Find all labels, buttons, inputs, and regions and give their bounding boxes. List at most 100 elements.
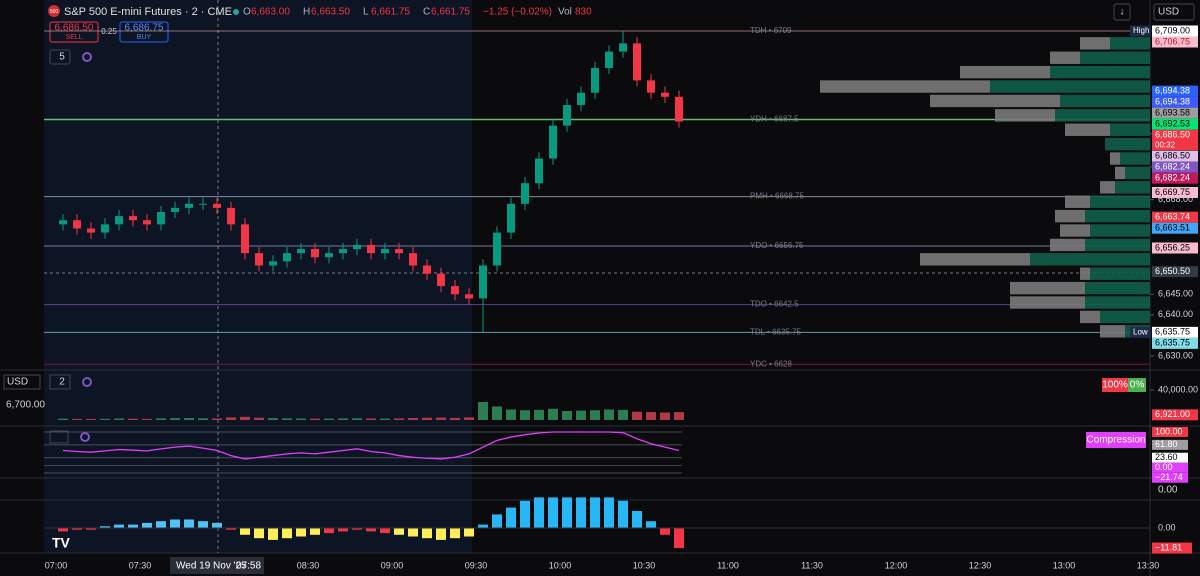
oscillator-label-box (1152, 427, 1188, 437)
profile-up (1110, 123, 1150, 136)
histogram-bar (646, 521, 656, 528)
crosshair-date: Wed 19 Nov '25 (176, 561, 247, 572)
profile-up (1090, 195, 1150, 208)
volume-count-box[interactable] (49, 374, 71, 390)
y-tick-label: 6,668.00 (1158, 194, 1193, 204)
download-button[interactable] (1113, 3, 1131, 21)
histogram-bar (394, 528, 404, 535)
indicators-toggle[interactable] (49, 49, 71, 65)
symbol-title[interactable]: S&P 500 E-mini Futures · 2 · CME (64, 6, 232, 18)
price-tag-box (1130, 326, 1151, 338)
profile-down (1080, 267, 1090, 280)
candle-body (451, 286, 459, 295)
profile-up (1090, 224, 1150, 237)
compression-badge (1086, 432, 1146, 448)
profile-down (1010, 281, 1085, 295)
time-label: 12:00 (885, 560, 908, 570)
currency-button[interactable] (1153, 3, 1195, 21)
volume-bar (324, 418, 334, 420)
volume-bar (212, 418, 222, 420)
time-label: 11:30 (801, 560, 823, 570)
time-label: 13:00 (1053, 560, 1076, 570)
profile-up (1120, 152, 1150, 165)
profile-up (1060, 94, 1150, 108)
middle-pane-label: 0.00 (1158, 485, 1178, 496)
candle-body (283, 253, 291, 262)
buy-label: BUY (137, 34, 152, 41)
price-label-box (1152, 326, 1198, 338)
candle-body (577, 92, 585, 106)
symbol-icon-text: 500 (50, 9, 59, 15)
volume-count: 2 (59, 377, 65, 388)
histogram-bar (548, 497, 558, 528)
histogram-bar (590, 497, 600, 528)
price-label-box (1152, 107, 1198, 119)
y-tick-label: 6,640.00 (1158, 309, 1193, 319)
volume-bar (114, 418, 124, 420)
candle-body (381, 249, 389, 254)
candle-body (227, 207, 235, 225)
candle-body (269, 261, 277, 266)
candle-body (241, 224, 249, 254)
ohlc-key: C (423, 7, 430, 18)
profile-down (1060, 224, 1090, 237)
volume-currency-box[interactable] (3, 374, 41, 390)
histogram-bar (520, 500, 530, 528)
crosshair-time: 07:58 (236, 561, 261, 572)
profile-up (1085, 238, 1150, 252)
price-label: 6,694.38 (1155, 97, 1190, 107)
histogram-bar (604, 497, 614, 528)
indicator-icon[interactable] (82, 52, 92, 62)
volume-bar (240, 416, 250, 420)
price-label: 6,656.25 (1155, 242, 1190, 252)
volume-bar (156, 418, 166, 420)
candle-body (129, 216, 137, 221)
profile-up (990, 80, 1150, 93)
profile-up (1030, 253, 1150, 266)
price-label-box (1152, 337, 1198, 349)
volume-bar (576, 410, 586, 420)
oscillator-toggle[interactable] (49, 430, 69, 444)
profile-up (1085, 296, 1150, 309)
volume-bar (436, 417, 446, 420)
buy-button[interactable] (119, 21, 169, 43)
time-label: 10:00 (549, 560, 572, 570)
candle-body (353, 244, 361, 250)
volume-bar (352, 418, 362, 420)
sell-button[interactable] (49, 21, 99, 43)
level-label: YDC • 6628 (750, 359, 792, 368)
histogram-bar (58, 528, 68, 532)
volume-bar (520, 410, 530, 420)
ohlc-legend: O 6,663.00 H 6,663.50 L 6,661.75 C 6,661.75 −1.2… (243, 7, 592, 18)
price-label-box (1152, 118, 1198, 130)
histogram-bar (506, 507, 516, 528)
profile-down (820, 80, 990, 93)
histogram-bar (352, 528, 362, 530)
oscillator-label-box (1152, 472, 1188, 483)
level-label: TDL • 6635.75 (750, 327, 802, 336)
histogram-bar (212, 522, 222, 528)
volume-bar (632, 411, 642, 420)
histogram-bar (254, 528, 264, 539)
volume-bar (128, 418, 138, 420)
histogram-bar (184, 519, 194, 528)
oscillator-label: 61.80 (1155, 439, 1178, 449)
histogram-bar (86, 528, 96, 530)
histogram-bar (674, 528, 684, 549)
candle-body (661, 92, 669, 97)
profile-down (995, 109, 1055, 122)
histogram-bar (310, 528, 320, 535)
candle-body (101, 224, 109, 233)
histogram-bar (156, 521, 166, 528)
profile-down (1110, 152, 1120, 165)
level-label: TDO • 6642.5 (750, 300, 799, 309)
profile-down (1055, 209, 1085, 223)
price-label: 6,686.50 (1155, 130, 1190, 140)
price-label: 6,663.51 (1155, 223, 1190, 233)
candle-body (157, 212, 165, 225)
histogram-bar (72, 528, 82, 530)
oscillator-icon (80, 432, 90, 442)
candle-body (325, 253, 333, 258)
histogram-bar (632, 511, 642, 528)
